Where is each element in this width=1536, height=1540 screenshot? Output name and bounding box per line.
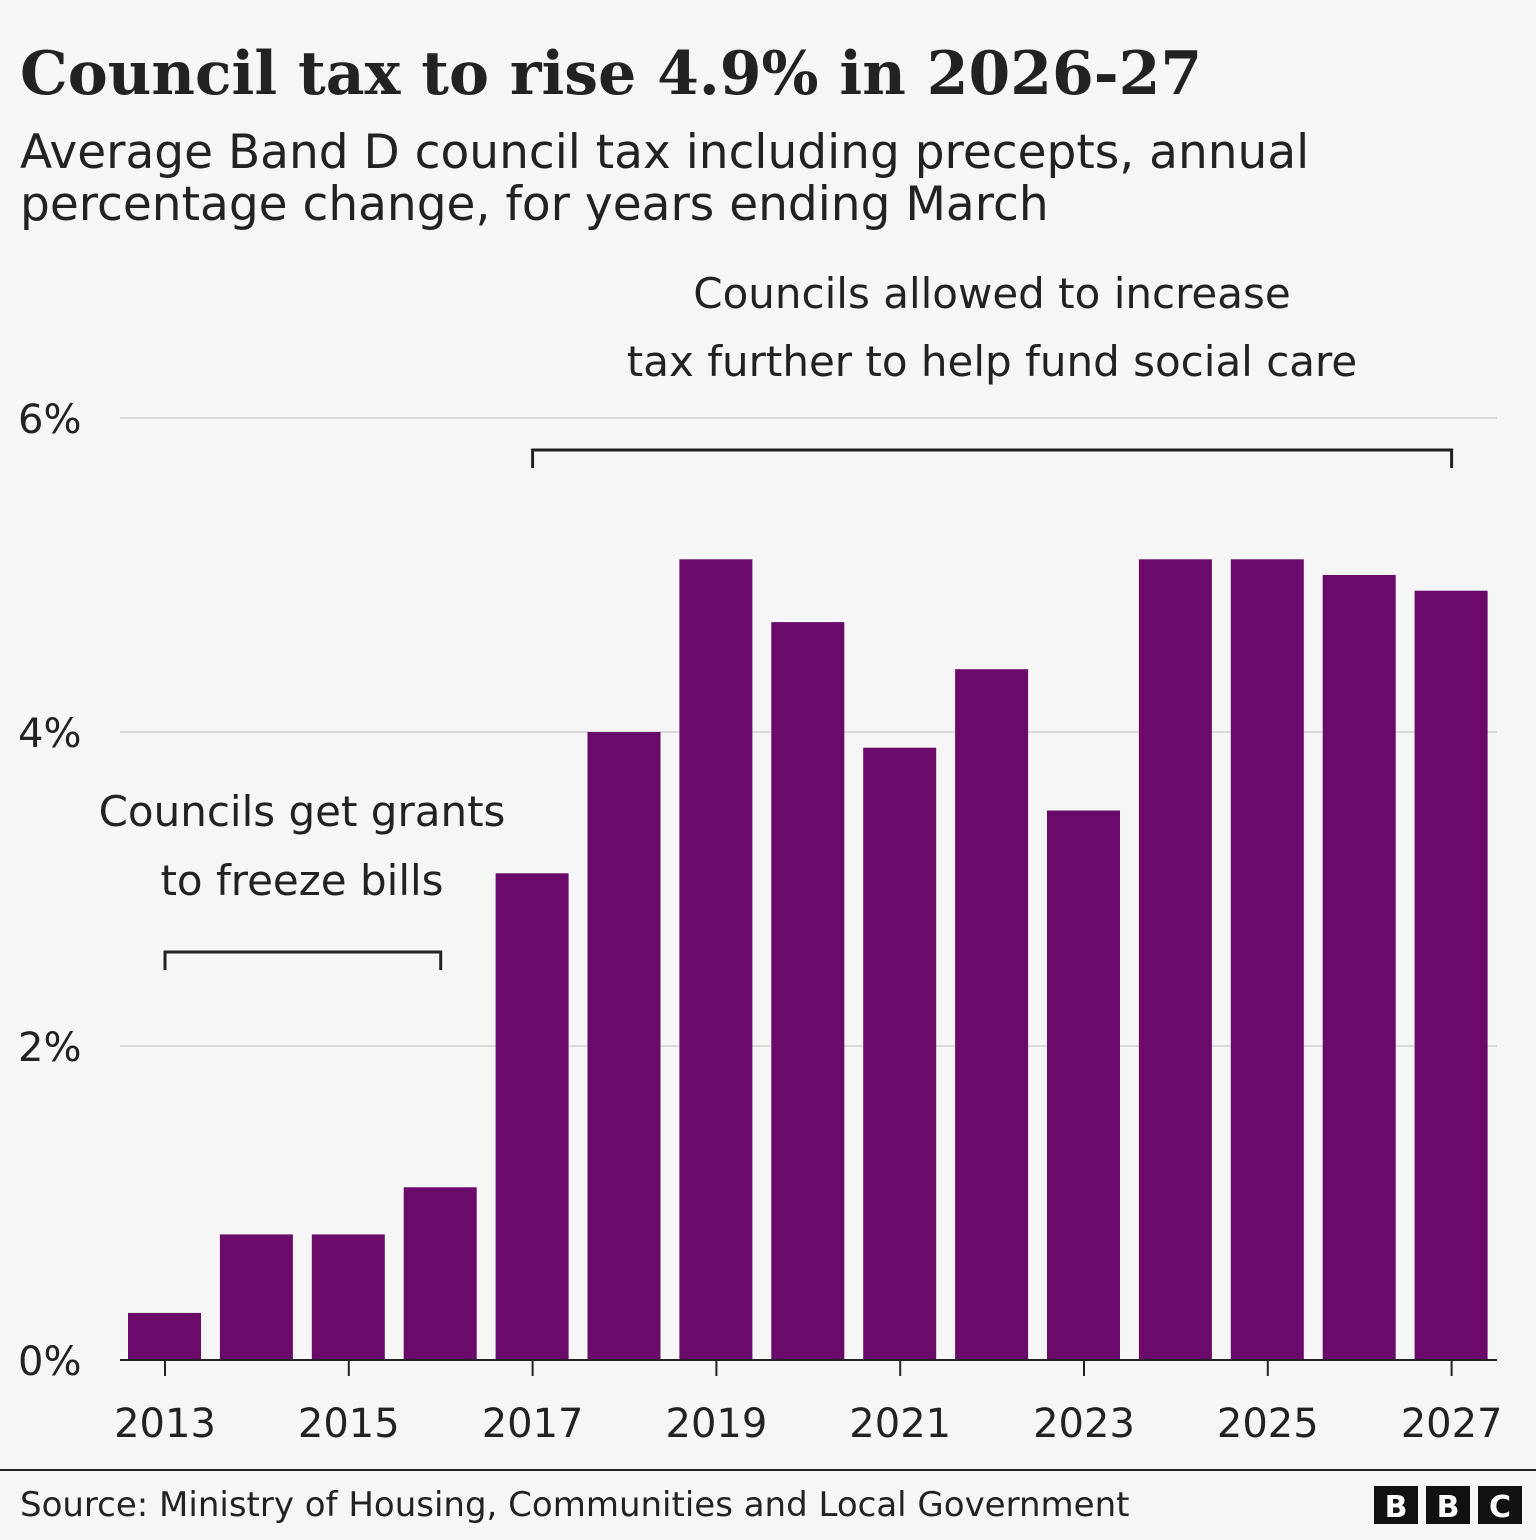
chart-subtitle-line1: Average Band D council tax including pre…: [20, 125, 1309, 180]
bar-2016: [403, 1187, 477, 1360]
bar-2019: [679, 559, 753, 1360]
bar-2015: [311, 1234, 385, 1360]
bar-2025: [1230, 559, 1304, 1360]
annotation-text: Councils allowed to increase: [693, 269, 1290, 318]
bar-2014: [219, 1234, 293, 1360]
annotation-text: tax further to help fund social care: [627, 337, 1357, 386]
annotation-text: Councils get grants: [99, 787, 506, 836]
bar-2027: [1414, 590, 1488, 1360]
bbc-logo-block: [1478, 1486, 1522, 1524]
chart-title: Council tax to rise 4.9% in 2026-27: [20, 39, 1202, 109]
source-text: Source: Ministry of Housing, Communities…: [20, 1485, 1129, 1525]
y-tick-label: 6%: [18, 397, 81, 443]
x-tick-label: 2021: [849, 1401, 951, 1447]
chart-subtitle-line2: percentage change, for years ending Marc…: [20, 177, 1049, 232]
bar-2022: [955, 669, 1029, 1360]
x-tick-label: 2013: [114, 1401, 216, 1447]
bbc-logo-letter: B: [1385, 1490, 1408, 1525]
annotation-bracket: [163, 950, 443, 970]
annotation-bracket: [531, 448, 1454, 468]
x-tick-label: 2025: [1217, 1401, 1319, 1447]
bbc-logo-letter: C: [1489, 1490, 1511, 1525]
bar-2021: [863, 747, 937, 1360]
bar-2020: [771, 622, 845, 1360]
y-tick-label: 4%: [18, 711, 81, 757]
x-tick-label: 2015: [298, 1401, 400, 1447]
annotation-text: to freeze bills: [160, 856, 443, 905]
bar-2018: [587, 732, 661, 1360]
bbc-logo-block: [1426, 1486, 1470, 1524]
bar-2023: [1047, 810, 1120, 1360]
x-tick-label: 2023: [1033, 1401, 1135, 1447]
bar-2026: [1322, 575, 1396, 1360]
bar-2024: [1138, 559, 1212, 1360]
bar-2017: [495, 873, 569, 1360]
bbc-logo-letter: B: [1437, 1490, 1460, 1525]
x-tick-label: 2027: [1401, 1401, 1503, 1447]
x-tick-label: 2019: [666, 1401, 768, 1447]
y-tick-label: 0%: [18, 1339, 81, 1385]
y-tick-label: 2%: [18, 1025, 81, 1071]
bbc-logo-block: [1374, 1486, 1418, 1524]
x-tick-label: 2017: [482, 1401, 584, 1447]
bar-2013: [128, 1312, 201, 1360]
